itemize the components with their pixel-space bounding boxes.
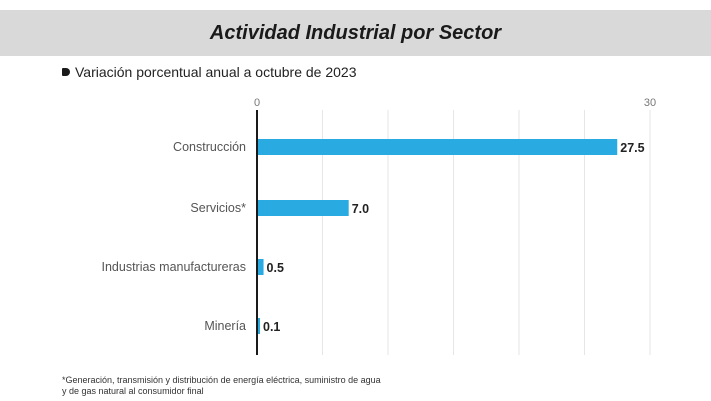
category-label: Construcción: [173, 140, 246, 154]
title-band: Actividad Industrial por Sector: [0, 10, 711, 56]
bar: [257, 200, 349, 216]
chart-subtitle: Variación porcentual anual a octubre de …: [75, 64, 357, 80]
bar-chart: 0 30 Construcción 27.5 Servicios* 7.0 Industri…: [101, 97, 656, 355]
bar: [257, 259, 264, 275]
data-label: 7.0: [352, 202, 369, 216]
bar: [257, 318, 260, 334]
bar: [257, 139, 618, 155]
bullet-icon: [62, 68, 70, 76]
tick-label: 0: [254, 97, 260, 109]
chart-title: Actividad Industrial por Sector: [209, 21, 502, 44]
data-label: 0.5: [267, 261, 284, 275]
data-label: 27.5: [620, 141, 644, 155]
footnote: *Generación, transmisión y distribución …: [62, 375, 522, 397]
data-label: 0.1: [263, 320, 280, 334]
category-label: Minería: [204, 319, 246, 333]
footnote-line-2: y de gas natural al consumidor final: [62, 386, 204, 396]
footnote-line-1: *Generación, transmisión y distribución …: [62, 375, 381, 385]
tick-label: 30: [644, 97, 656, 109]
category-label: Servicios*: [190, 201, 246, 215]
category-label: Industrias manufactureras: [101, 260, 246, 274]
subtitle-row: Variación porcentual anual a octubre de …: [62, 64, 357, 80]
